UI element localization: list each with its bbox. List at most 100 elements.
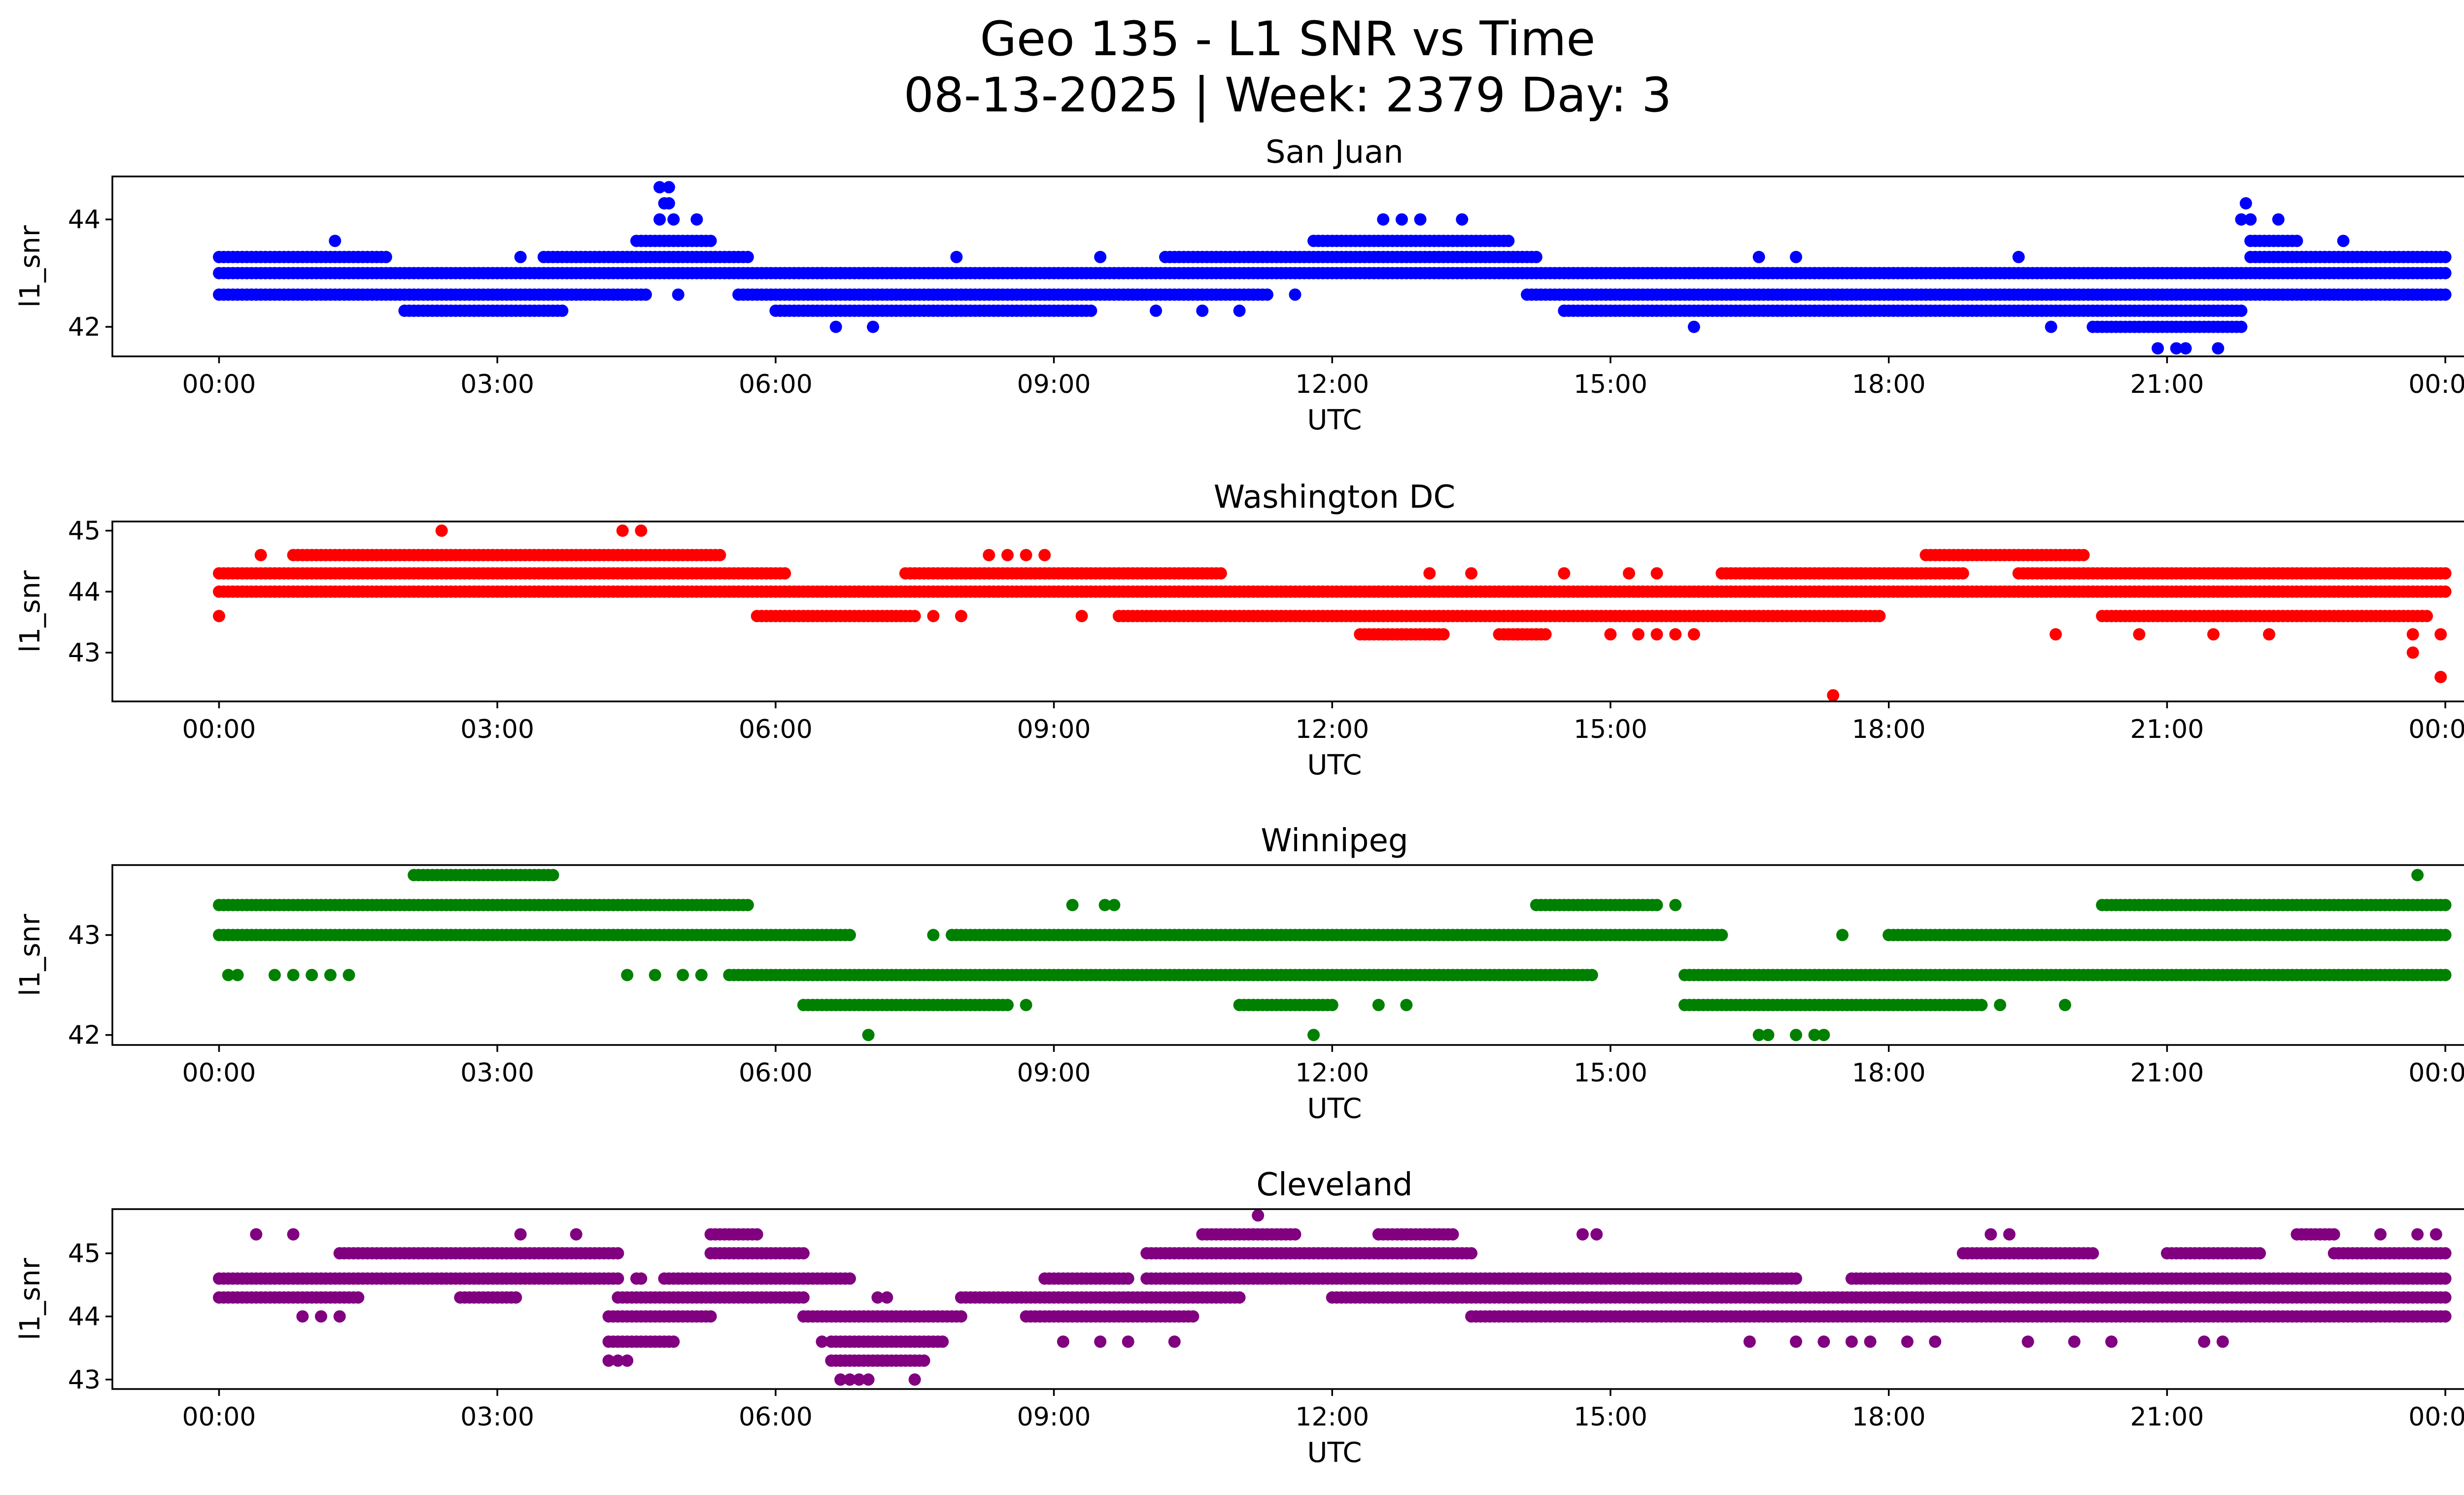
data-point — [254, 549, 267, 561]
data-point — [1066, 899, 1079, 911]
data-point — [2235, 320, 2248, 333]
data-point — [342, 969, 355, 981]
data-point — [695, 969, 708, 981]
data-point — [1396, 213, 1408, 226]
data-point — [1456, 213, 1469, 226]
figure-title-line2: 08-13-2025 | Week: 2379 Day: 3 — [904, 68, 1672, 123]
data-point — [714, 549, 726, 561]
data-point — [662, 197, 675, 209]
data-point — [1669, 899, 1682, 911]
x-axis-label: UTC — [1307, 749, 1362, 781]
data-point — [1827, 689, 1840, 702]
data-point — [797, 1291, 810, 1304]
data-point — [1585, 969, 1598, 981]
data-point — [672, 288, 684, 301]
data-point — [2439, 1291, 2452, 1304]
subplot-title: Cleveland — [1256, 1167, 1412, 1203]
subplot-title: Washington DC — [1214, 479, 1455, 516]
data-point — [2421, 610, 2433, 623]
data-point — [2439, 1272, 2452, 1285]
data-point — [1752, 250, 1765, 263]
data-point — [2406, 628, 2419, 641]
x-tick-label: 06:00 — [739, 1058, 813, 1088]
data-point — [1854, 567, 1867, 580]
data-point — [2439, 969, 2452, 981]
x-tick-label: 09:00 — [1017, 715, 1091, 744]
data-point — [222, 969, 235, 981]
data-point — [2263, 628, 2275, 641]
data-point — [1790, 1029, 1802, 1042]
y-tick-label: 44 — [68, 577, 101, 607]
data-point — [1465, 567, 1478, 580]
data-point — [2235, 304, 2248, 317]
data-point — [435, 524, 448, 537]
data-point — [1687, 320, 1700, 333]
x-tick-label: 00:00 — [2408, 1058, 2464, 1088]
data-point — [1326, 999, 1338, 1011]
data-point — [829, 320, 842, 333]
data-point — [329, 235, 342, 247]
data-point — [635, 524, 648, 537]
x-tick-label: 18:00 — [1852, 715, 1926, 744]
data-point — [306, 969, 318, 981]
data-point — [2212, 342, 2224, 355]
data-point — [983, 549, 995, 561]
data-point — [2434, 628, 2447, 641]
data-point — [1836, 929, 1849, 941]
data-point — [1400, 999, 1413, 1011]
y-axis-label: l1_snr — [14, 225, 46, 308]
x-tick-label: 09:00 — [1017, 1058, 1091, 1088]
y-axis-label: l1_snr — [14, 913, 46, 996]
data-point — [2207, 628, 2220, 641]
series-washington-dc — [213, 524, 2452, 702]
data-point — [2133, 628, 2146, 641]
data-point — [2235, 213, 2248, 226]
data-point — [2012, 250, 2025, 263]
data-point — [649, 969, 661, 981]
data-point — [547, 869, 559, 881]
data-point — [2077, 549, 2090, 561]
y-tick-label: 44 — [68, 205, 101, 235]
data-point — [1214, 567, 1227, 580]
data-point — [1650, 567, 1663, 580]
data-point — [1530, 628, 1542, 641]
data-point — [2439, 250, 2452, 263]
data-point — [1975, 999, 1988, 1011]
data-point — [2439, 929, 2452, 941]
series-cleveland — [213, 1209, 2452, 1386]
x-tick-label: 00:00 — [182, 370, 256, 399]
data-point — [268, 969, 281, 981]
data-point — [2439, 288, 2452, 301]
x-tick-label: 00:00 — [182, 715, 256, 744]
x-tick-label: 06:00 — [739, 715, 813, 744]
data-point — [1539, 628, 1552, 641]
data-point — [1020, 999, 1032, 1011]
data-point — [2152, 342, 2164, 355]
data-point — [231, 969, 244, 981]
data-point — [1423, 567, 1436, 580]
data-point — [2244, 213, 2257, 226]
data-point — [1511, 628, 1524, 641]
data-point — [2337, 235, 2350, 247]
data-point — [556, 304, 569, 317]
data-point — [1085, 304, 1097, 317]
x-axis-label: UTC — [1307, 404, 1362, 436]
data-point — [779, 567, 791, 580]
data-point — [2179, 342, 2192, 355]
data-point — [1377, 213, 1390, 226]
data-point — [927, 610, 940, 623]
data-point — [1623, 567, 1636, 580]
x-tick-label: 00:00 — [182, 1058, 256, 1088]
data-point — [2050, 628, 2062, 641]
data-point — [1669, 628, 1682, 641]
x-tick-label: 18:00 — [1852, 1058, 1926, 1088]
data-point — [621, 969, 634, 981]
data-point — [690, 213, 703, 226]
data-point — [1437, 628, 1450, 641]
x-tick-label: 15:00 — [1574, 370, 1647, 399]
data-point — [1632, 628, 1644, 641]
x-tick-label: 00:00 — [2408, 370, 2464, 399]
x-tick-label: 00:00 — [2408, 715, 2464, 744]
x-tick-label: 09:00 — [1017, 370, 1091, 399]
